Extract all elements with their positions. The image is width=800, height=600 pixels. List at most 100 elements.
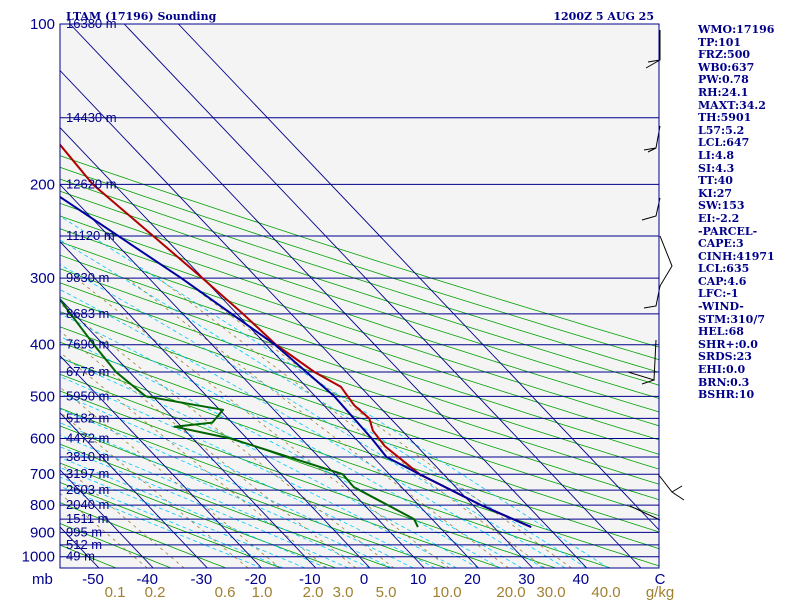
sounding-index: HEL:68 (698, 325, 744, 339)
isotherm (60, 355, 262, 568)
height-label: 7690 m (66, 337, 109, 352)
dry-adiabat (60, 215, 659, 413)
mixing-ratio-tick-label: 1.0 (252, 584, 273, 600)
isotherm (69, 24, 588, 568)
height-label: 8683 m (66, 306, 109, 321)
mixing-ratio-unit-label: g/kg (646, 584, 674, 600)
isotherm (60, 241, 371, 568)
moist-adiabat (60, 313, 523, 568)
pressure-tick-label: 700 (30, 466, 55, 483)
dry-adiabat (60, 462, 336, 568)
moist-adiabat (60, 357, 479, 568)
moist-adiabat (60, 476, 284, 568)
height-label: 14430 m (66, 110, 117, 125)
sounding-index: CINH:41971 (698, 249, 775, 263)
adiabat-lines (60, 155, 659, 568)
height-label: 5950 m (66, 388, 109, 403)
pressure-tick-label: 300 (30, 270, 55, 287)
height-label: 49 m (66, 549, 95, 564)
height-label: 3810 m (66, 449, 109, 464)
isotherm (0, 24, 45, 568)
sounding-traces (60, 143, 532, 529)
moist-adiabat (60, 215, 609, 568)
dry-adiabat (60, 407, 501, 568)
height-label: 12620 m (66, 176, 117, 191)
dry-adiabat (60, 178, 659, 373)
mixing-ratio-tick-label: 0.6 (215, 584, 236, 600)
sounding-index: EHI:0.0 (698, 363, 746, 377)
pressure-unit-label: mb (32, 571, 53, 588)
sounding-index: TH:5901 (698, 111, 752, 125)
sounding-index: -PARCEL- (698, 224, 758, 238)
height-label: 512 m (66, 537, 102, 552)
sounding-index: L57:5.2 (698, 123, 745, 137)
sounding-index: FRZ:500 (698, 48, 751, 62)
dry-adiabat (60, 341, 659, 550)
sounding-indices-panel: WMO:17196 TP:101 FRZ:500 WB0:637 PW:0.78 RH:2… (698, 23, 798, 402)
sounding-index: EI:-2.2 (698, 211, 740, 225)
dry-adiabat (60, 373, 611, 568)
sounding-index: TP:101 (698, 35, 742, 49)
dry-adiabat (60, 228, 659, 427)
pressure-tick-label: 200 (30, 176, 55, 193)
pressure-tick-label: 400 (30, 337, 55, 354)
isotherm (60, 69, 533, 568)
mixing-ratio-tick-label: 2.0 (303, 584, 324, 600)
mixing-ratio-line (60, 386, 281, 568)
sounding-index: STM:310/7 (698, 312, 765, 326)
height-label: 2040 m (66, 497, 109, 512)
parcel-trace (60, 195, 532, 529)
pressure-tick-label: 800 (30, 497, 55, 514)
moist-adiabat (60, 289, 544, 568)
sounding-index: WB0:637 (698, 60, 755, 74)
sounding-index: MAXT:34.2 (698, 98, 766, 112)
moist-adiabat (60, 239, 588, 568)
mixing-ratio-tick-label: 40.0 (591, 584, 620, 600)
dry-adiabat (60, 166, 659, 361)
mixing-ratio-tick-label: 30.0 (536, 584, 565, 600)
dry-adiabat (60, 241, 659, 441)
mixing-ratio-tick-label: 3.0 (333, 584, 354, 600)
dry-adiabat (60, 390, 556, 568)
mixing-ratio-line (60, 303, 395, 568)
isotherm-lines (0, 24, 659, 568)
pressure-tick-label: 500 (30, 388, 55, 405)
isotherm (60, 183, 425, 568)
height-label: 1511 m (66, 511, 108, 526)
dry-adiabat (60, 425, 446, 568)
pressure-tick-label: 900 (30, 524, 55, 541)
pressure-tick-label: 100 (30, 16, 55, 33)
isotherm (60, 298, 317, 568)
height-label: 995 m (66, 524, 102, 539)
isotherm (60, 412, 208, 568)
temperature-tick-label: -50 (82, 571, 104, 588)
moist-adiabat (60, 393, 436, 568)
mixing-ratio-tick-label: 0.2 (145, 584, 166, 600)
temperature-tick-label: 20 (464, 571, 481, 588)
temperature-tick-label: 10 (410, 571, 427, 588)
dewpoint-trace (60, 297, 419, 528)
isotherm (60, 469, 154, 568)
temperature-tick-label: 0 (360, 571, 368, 588)
moist-adiabat (60, 264, 566, 568)
moist-adiabat (60, 408, 414, 568)
temperature-tick-label: -10 (299, 571, 321, 588)
temperature-tick-label: -40 (136, 571, 158, 588)
sounding-index: SHR+:0.0 (698, 337, 758, 351)
sounding-index: LCL:647 (698, 136, 750, 150)
moist-adiabat (60, 485, 262, 568)
chart-time: 1200Z 5 AUG 25 (553, 10, 654, 23)
height-label: 9830 m (66, 270, 109, 285)
pressure-tick-label: 600 (30, 431, 55, 448)
temperature-tick-label: -20 (245, 571, 267, 588)
temperature-unit-label: C (655, 571, 666, 588)
mixing-ratio-line (126, 277, 509, 568)
dry-adiabat (60, 567, 62, 568)
wind-barb-glyphs (627, 30, 685, 521)
sounding-index: BSHR:10 (698, 388, 755, 402)
sounding-index: BRN:0.3 (698, 375, 750, 389)
isotherm (178, 24, 659, 531)
height-label: 2603 m (66, 482, 109, 497)
height-label: 3197 m (66, 466, 109, 481)
